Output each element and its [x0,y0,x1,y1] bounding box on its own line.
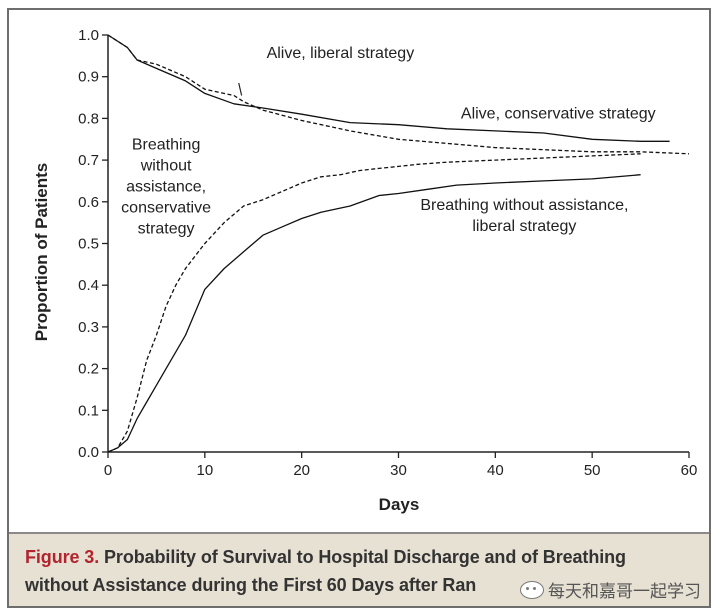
y-tick-label: 0.4 [78,277,99,294]
x-tick-label: 0 [104,462,112,479]
annotation-layer: Alive, liberal strategy Alive, conservati… [121,45,655,238]
y-tick-label: 0.5 [78,236,99,253]
x-tick-label: 60 [681,462,698,479]
y-tick-label: 1.0 [78,27,99,44]
y-tick-label: 0.1 [78,402,99,419]
x-tick-label: 50 [584,462,601,479]
annotation-line: assistance, [126,179,206,196]
figure-label: Figure 3. [25,547,100,567]
x-tick-label: 30 [390,462,407,479]
annotation-line: Alive, liberal strategy [267,45,415,62]
y-tick-label: 0.7 [78,152,99,169]
caption-line-1-text: Probability of Survival to Hospital Disc… [99,547,626,567]
series-annotation-2: Alive, conservative strategy [461,105,656,122]
figure-caption: Figure 3. Probability of Survival to Hos… [9,532,709,606]
wechat-icon [520,581,544,599]
y-tick-label: 0.9 [78,69,99,86]
watermark-text: 每天和嘉哥一起学习 [548,582,701,601]
annotation-line: Breathing without assistance, [420,197,628,214]
y-tick-label: 0.6 [78,194,99,211]
caption-line-1: Figure 3. Probability of Survival to Hos… [25,547,626,568]
x-tick-label: 10 [196,462,213,479]
annotation-line: liberal strategy [472,218,576,235]
series-annotation-3: Breathing without assistance, conservative s… [121,137,211,238]
x-axis-label: Days [379,495,420,514]
annotation-pointer [238,82,243,96]
caption-line-2: without Assistance during the First 60 D… [25,575,477,595]
annotation-line: Breathing [132,137,201,154]
series-line-1 [107,34,670,142]
annotation-line: Alive, conservative strategy [461,105,656,122]
series-annotation-1: Alive, liberal strategy [267,45,415,62]
axes: 0 10 20 30 40 50 60 0.0 0.1 0.2 0.3 0.4 0.5 0.6 0.7 0.8… [78,27,697,479]
watermark: 每天和嘉哥一起学习 [520,577,701,602]
annotation-line: without [140,158,192,175]
y-axis-label: Proportion of Patients [32,163,51,342]
series-annotation-4: Breathing without assistance, liberal str… [420,197,628,235]
figure-frame: 0 10 20 30 40 50 60 0.0 0.1 0.2 0.3 0.4 0.5 0.6 0.7 0.8… [7,8,711,608]
series-line-3 [107,153,641,453]
chart-area: 0 10 20 30 40 50 60 0.0 0.1 0.2 0.3 0.4 0.5 0.6 0.7 0.8… [9,10,709,530]
series-line-2 [107,34,690,155]
x-tick-label: 20 [293,462,310,479]
annotation-line: conservative [121,200,211,217]
y-tick-label: 0.0 [78,444,99,461]
annotation-line: strategy [138,221,195,238]
y-tick-label: 0.8 [78,110,99,127]
x-tick-label: 40 [487,462,504,479]
chart-svg: 0 10 20 30 40 50 60 0.0 0.1 0.2 0.3 0.4 0.5 0.6 0.7 0.8… [32,27,697,514]
series-line-4 [107,174,641,453]
y-tick-label: 0.3 [78,319,99,336]
y-tick-label: 0.2 [78,361,99,378]
series-layer [107,34,690,453]
